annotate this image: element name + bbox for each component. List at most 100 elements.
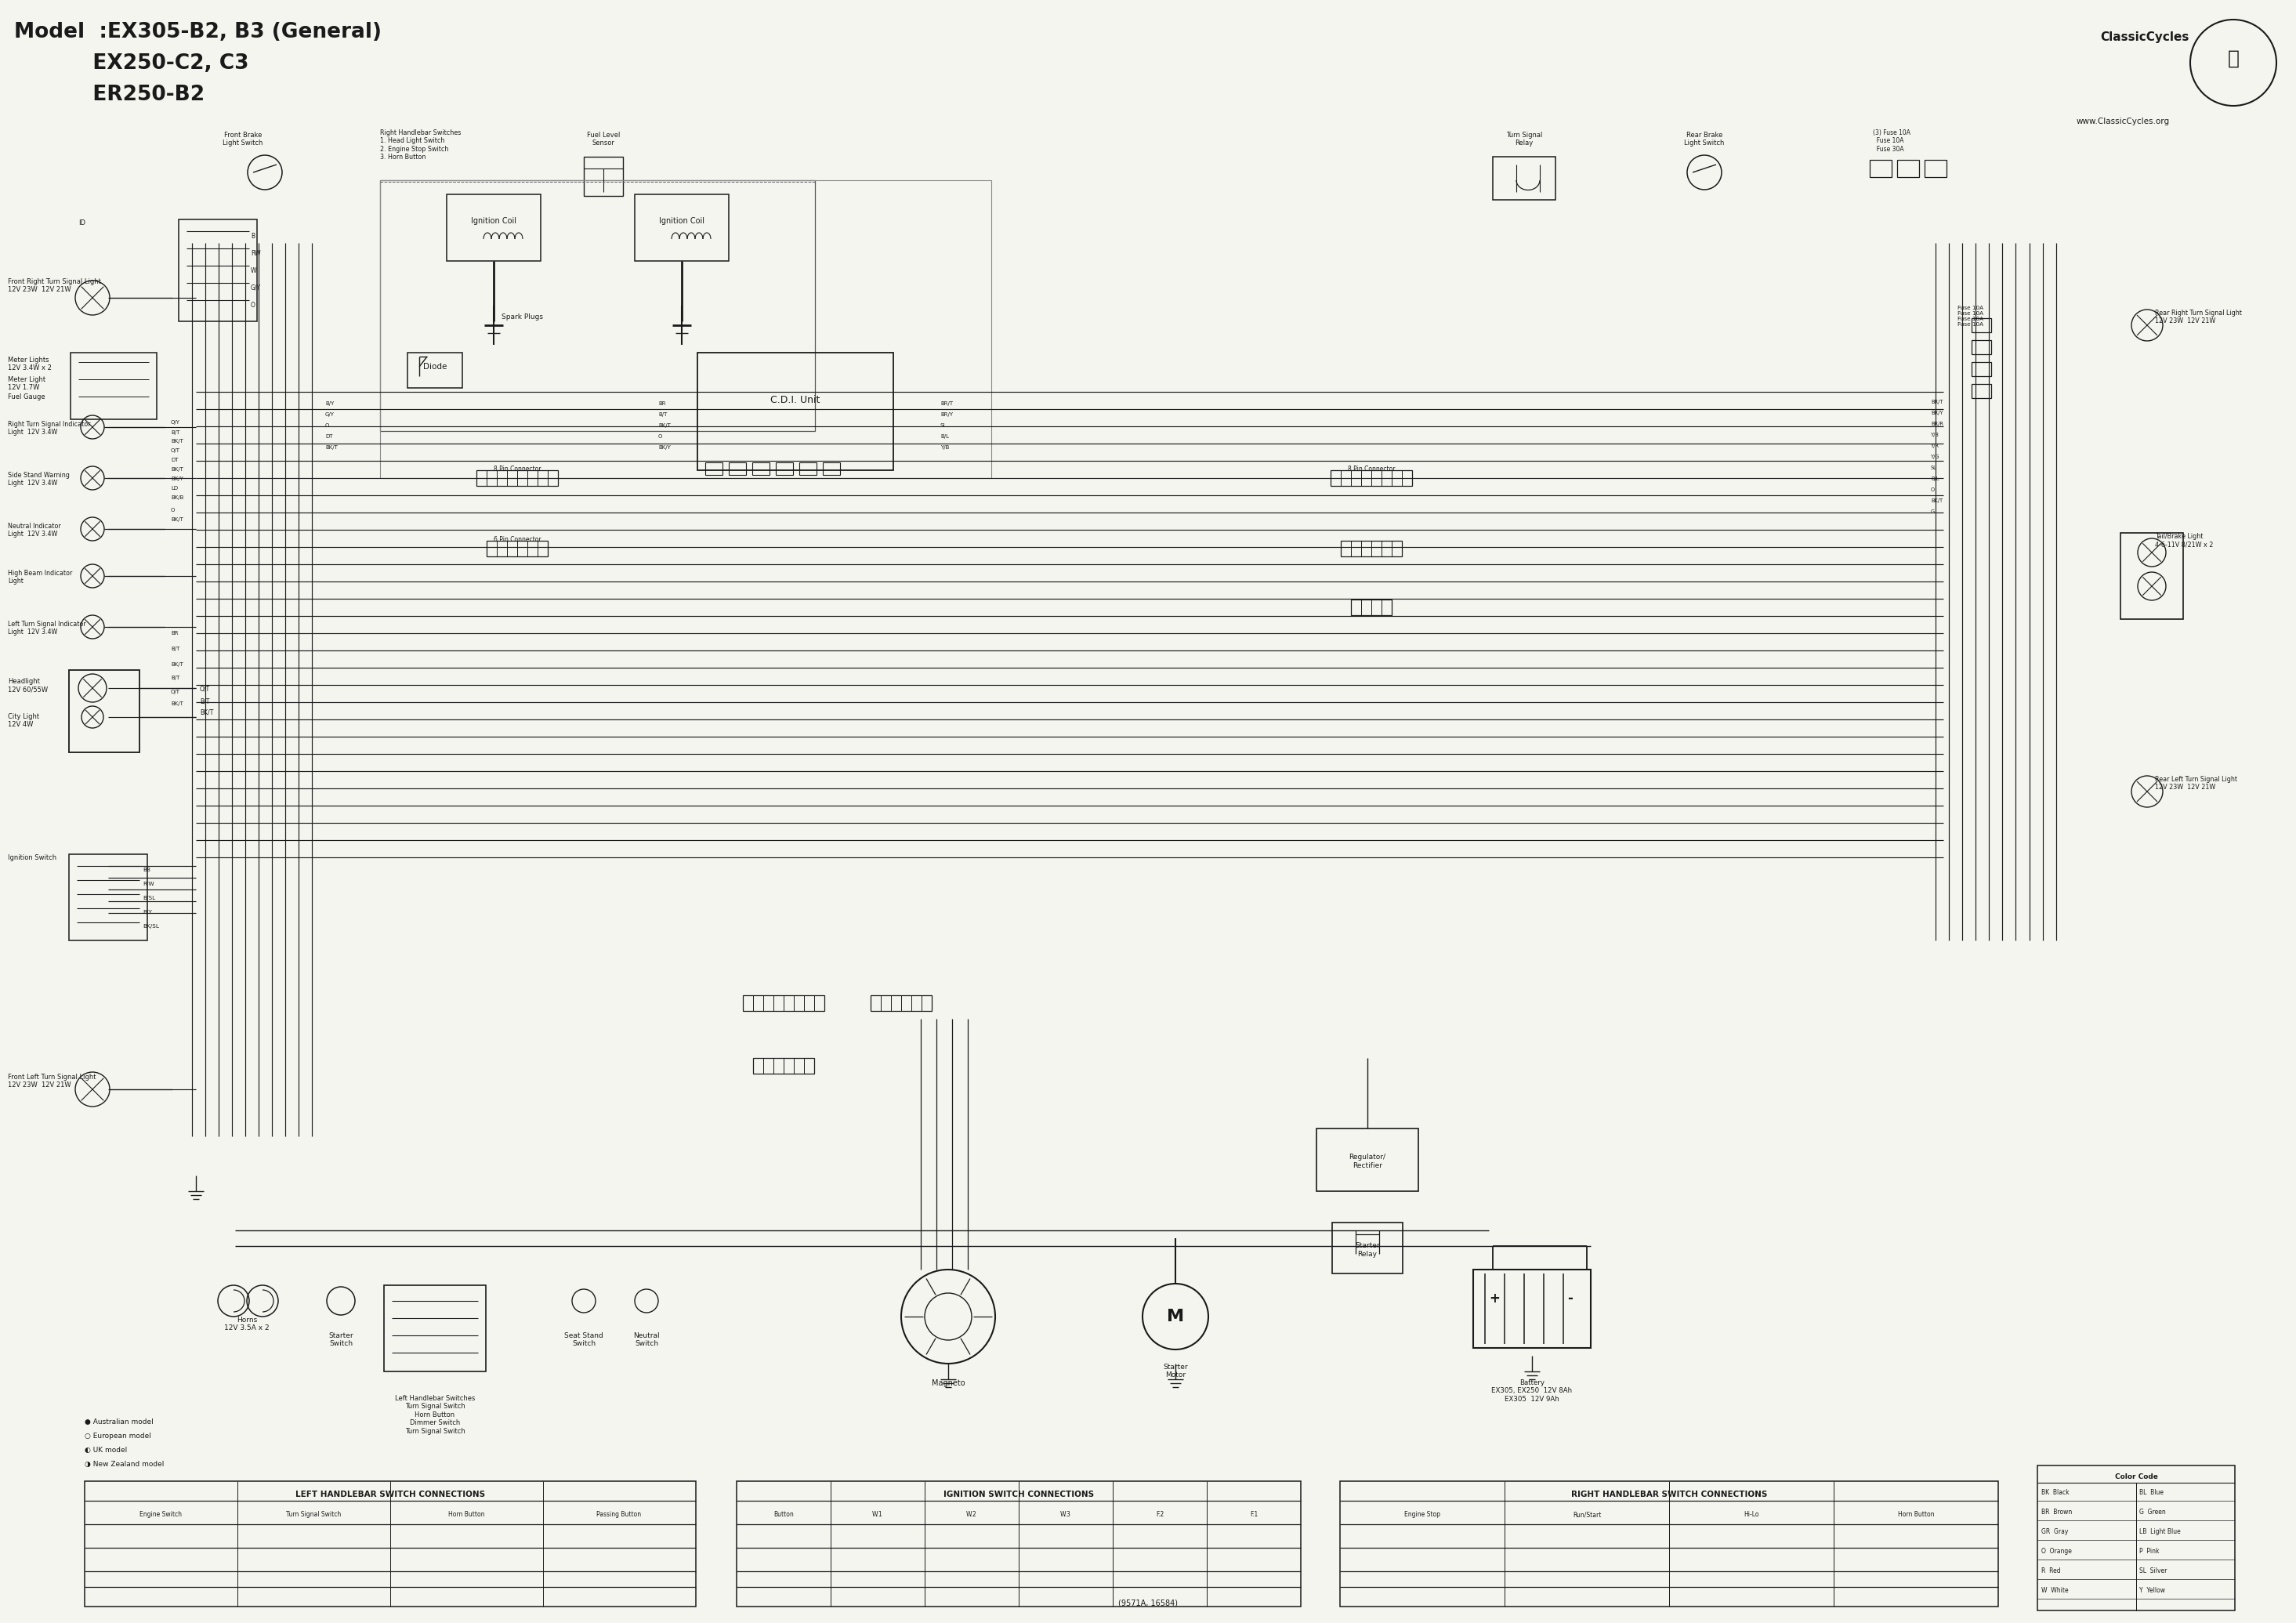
Bar bbox=[1869, 161, 1892, 177]
Text: LB  Light Blue: LB Light Blue bbox=[2140, 1529, 2181, 1535]
Text: Starter
Relay: Starter Relay bbox=[1355, 1242, 1380, 1258]
Bar bbox=[1316, 1128, 1419, 1191]
Text: W.1: W.1 bbox=[872, 1511, 884, 1518]
Text: RIGHT HANDLEBAR SWITCH CONNECTIONS: RIGHT HANDLEBAR SWITCH CONNECTIONS bbox=[1570, 1490, 1768, 1498]
Text: Engine Stop: Engine Stop bbox=[1405, 1511, 1440, 1518]
Text: Seat Stand
Switch: Seat Stand Switch bbox=[565, 1332, 604, 1347]
Text: Left Turn Signal Indicator
Light  12V 3.4W: Left Turn Signal Indicator Light 12V 3.4… bbox=[7, 620, 85, 636]
Text: DT: DT bbox=[326, 435, 333, 438]
Text: BK/T: BK/T bbox=[170, 438, 184, 443]
Text: O  Orange: O Orange bbox=[2041, 1548, 2071, 1555]
Text: BR/T: BR/T bbox=[1931, 399, 1942, 404]
Text: Fuse 10A
Fuse 10A
Fuse 10A
Fuse 10A: Fuse 10A Fuse 10A Fuse 10A Fuse 10A bbox=[1958, 305, 1984, 326]
Text: B/T: B/T bbox=[200, 698, 209, 704]
Text: Meter Lights
12V 3.4W x 2: Meter Lights 12V 3.4W x 2 bbox=[7, 357, 51, 372]
Text: W.2: W.2 bbox=[967, 1511, 978, 1518]
Text: Passing Button: Passing Button bbox=[597, 1511, 641, 1518]
Text: O/T: O/T bbox=[170, 690, 179, 695]
Bar bbox=[753, 463, 769, 476]
Text: SL: SL bbox=[941, 424, 946, 428]
Text: Fuel Gauge: Fuel Gauge bbox=[7, 393, 46, 401]
Bar bbox=[381, 180, 992, 479]
Bar bbox=[1972, 385, 1991, 398]
Text: Rear Right Turn Signal Light
12V 23W  12V 21W: Rear Right Turn Signal Light 12V 23W 12V… bbox=[2156, 310, 2241, 325]
Text: Headlight
12V 60/55W: Headlight 12V 60/55W bbox=[7, 678, 48, 693]
Text: Magneto: Magneto bbox=[932, 1380, 964, 1388]
Text: BK/T: BK/T bbox=[326, 445, 338, 450]
Text: Run/Start: Run/Start bbox=[1573, 1511, 1600, 1518]
Bar bbox=[1972, 341, 1991, 354]
Text: -: - bbox=[1568, 1292, 1573, 1305]
Text: O: O bbox=[659, 435, 664, 438]
Text: O: O bbox=[1931, 487, 1936, 492]
Text: BR/R: BR/R bbox=[1931, 422, 1942, 427]
Text: Y/G: Y/G bbox=[1931, 454, 1940, 459]
Bar bbox=[776, 463, 792, 476]
Text: B: B bbox=[250, 232, 255, 240]
Text: BK/T: BK/T bbox=[170, 467, 184, 472]
Text: BR: BR bbox=[170, 631, 179, 636]
Text: W: W bbox=[250, 268, 257, 274]
Text: BK/T: BK/T bbox=[170, 662, 184, 667]
Text: LD: LD bbox=[170, 485, 179, 490]
Text: B/T: B/T bbox=[659, 412, 668, 417]
Bar bbox=[1896, 161, 1919, 177]
Text: High Beam Indicator
Light: High Beam Indicator Light bbox=[7, 570, 73, 584]
Bar bbox=[406, 352, 461, 388]
Text: ER250-B2: ER250-B2 bbox=[14, 84, 204, 105]
Bar bbox=[71, 352, 156, 419]
Text: Horns
12V 3.5A x 2: Horns 12V 3.5A x 2 bbox=[225, 1316, 269, 1332]
Text: Spark Plugs: Spark Plugs bbox=[501, 313, 544, 320]
Text: BL  Blue: BL Blue bbox=[2140, 1488, 2163, 1496]
Bar bbox=[705, 463, 723, 476]
Text: Fuel Level
Sensor: Fuel Level Sensor bbox=[588, 131, 620, 146]
Text: IGNITION SWITCH CONNECTIONS: IGNITION SWITCH CONNECTIONS bbox=[944, 1490, 1093, 1498]
Bar bbox=[822, 463, 840, 476]
Text: Engine Switch: Engine Switch bbox=[140, 1511, 181, 1518]
Text: Ignition Coil: Ignition Coil bbox=[659, 217, 705, 226]
Text: Tail/Brake Light
4-6-11V 8/21W x 2: Tail/Brake Light 4-6-11V 8/21W x 2 bbox=[2156, 532, 2213, 549]
Text: ID: ID bbox=[78, 219, 85, 227]
Text: City Light
12V 4W: City Light 12V 4W bbox=[7, 712, 39, 729]
Text: O: O bbox=[326, 424, 328, 428]
Text: GR  Gray: GR Gray bbox=[2041, 1529, 2069, 1535]
Text: Horn Button: Horn Button bbox=[1899, 1511, 1933, 1518]
Text: BK/T: BK/T bbox=[1931, 498, 1942, 503]
Text: O: O bbox=[170, 508, 174, 513]
Text: Ignition Coil: Ignition Coil bbox=[471, 217, 517, 226]
Text: Y/B: Y/B bbox=[941, 445, 948, 450]
Text: Button: Button bbox=[774, 1511, 794, 1518]
Bar bbox=[753, 1058, 815, 1074]
Text: ○ European model: ○ European model bbox=[85, 1433, 152, 1440]
Bar bbox=[69, 670, 140, 753]
Bar bbox=[728, 463, 746, 476]
Text: F.1: F.1 bbox=[1249, 1511, 1258, 1518]
Bar bbox=[634, 195, 728, 261]
Bar bbox=[870, 995, 932, 1011]
Bar bbox=[744, 995, 824, 1011]
Bar bbox=[1341, 540, 1403, 557]
Text: W  White: W White bbox=[2041, 1587, 2069, 1594]
Bar bbox=[583, 157, 622, 196]
Text: R/W: R/W bbox=[142, 881, 154, 886]
Text: Right Turn Signal Indicator
Light  12V 3.4W: Right Turn Signal Indicator Light 12V 3.… bbox=[7, 420, 90, 437]
Text: Color Code: Color Code bbox=[2115, 1474, 2158, 1480]
Text: +: + bbox=[1488, 1292, 1499, 1305]
Text: Ignition Switch: Ignition Switch bbox=[7, 854, 57, 862]
Text: O/Y: O/Y bbox=[170, 420, 179, 425]
Text: W.3: W.3 bbox=[1061, 1511, 1072, 1518]
Text: Front Right Turn Signal Light
12V 23W  12V 21W: Front Right Turn Signal Light 12V 23W 12… bbox=[7, 278, 101, 294]
Text: DT: DT bbox=[170, 458, 179, 463]
Text: B/Y: B/Y bbox=[142, 911, 152, 914]
Text: 🏍: 🏍 bbox=[2227, 49, 2239, 68]
Text: BR/Y: BR/Y bbox=[1931, 411, 1942, 415]
Text: 6 Pin Connector: 6 Pin Connector bbox=[494, 536, 542, 544]
Bar bbox=[2037, 1466, 2234, 1610]
Text: B/L: B/L bbox=[941, 435, 948, 438]
Bar bbox=[85, 1482, 696, 1607]
Text: BK/Y: BK/Y bbox=[659, 445, 670, 450]
Text: BR/Y: BR/Y bbox=[941, 412, 953, 417]
Text: Side Stand Warning
Light  12V 3.4W: Side Stand Warning Light 12V 3.4W bbox=[7, 472, 69, 487]
Text: (9571A, 16584): (9571A, 16584) bbox=[1118, 1599, 1178, 1607]
Text: BR: BR bbox=[659, 401, 666, 406]
